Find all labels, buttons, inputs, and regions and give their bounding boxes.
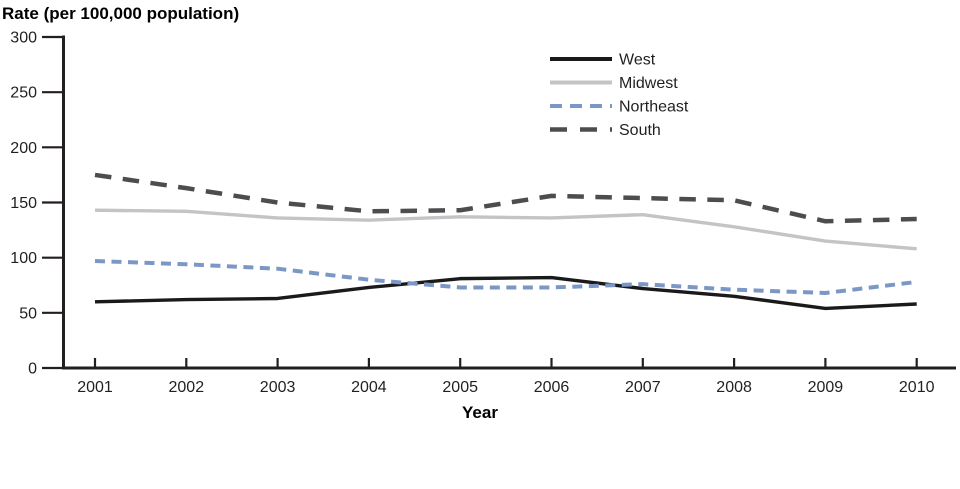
series-line-northeast <box>94 258 917 295</box>
x-tick-label: 2008 <box>716 379 752 396</box>
x-axis-ticks: 2001 2002 2003 2004 2005 2006 2007 2008 2009 2010 <box>77 358 935 396</box>
x-tick-label: 2003 <box>260 379 296 396</box>
legend: West Midwest Northeast South <box>550 52 689 139</box>
x-tick-label: 2004 <box>351 379 387 396</box>
x-tick-label: 2005 <box>442 379 478 396</box>
x-tick-label: 2007 <box>625 379 661 396</box>
y-tick-label: 150 <box>10 195 37 212</box>
legend-item-midwest: Midwest <box>550 75 678 92</box>
y-axis-title: Rate (per 100,000 population) <box>2 4 239 23</box>
y-tick-label: 300 <box>10 30 37 47</box>
legend-item-south: South <box>550 122 661 139</box>
y-tick-label: 200 <box>10 140 37 157</box>
legend-label: South <box>619 122 661 139</box>
axes <box>62 35 956 370</box>
y-tick-label: 0 <box>28 361 37 378</box>
series-line-west <box>94 275 917 311</box>
y-axis-ticks: 0 50 100 150 200 250 300 <box>10 30 64 378</box>
y-tick-label: 50 <box>19 305 37 322</box>
legend-label: Northeast <box>619 99 689 116</box>
legend-item-northeast: Northeast <box>550 99 689 116</box>
x-tick-label: 2006 <box>534 379 570 396</box>
legend-label: Midwest <box>619 75 678 92</box>
y-tick-label: 100 <box>10 250 37 267</box>
y-tick-label: 250 <box>10 85 37 102</box>
x-tick-label: 2009 <box>808 379 844 396</box>
legend-label: West <box>619 52 656 69</box>
x-tick-label: 2002 <box>169 379 205 396</box>
x-tick-label: 2010 <box>899 379 935 396</box>
legend-item-west: West <box>550 52 656 69</box>
series-line-midwest <box>94 208 917 251</box>
x-tick-label: 2001 <box>77 379 113 396</box>
x-axis-title: Year <box>462 403 498 422</box>
series-lines <box>94 172 917 311</box>
